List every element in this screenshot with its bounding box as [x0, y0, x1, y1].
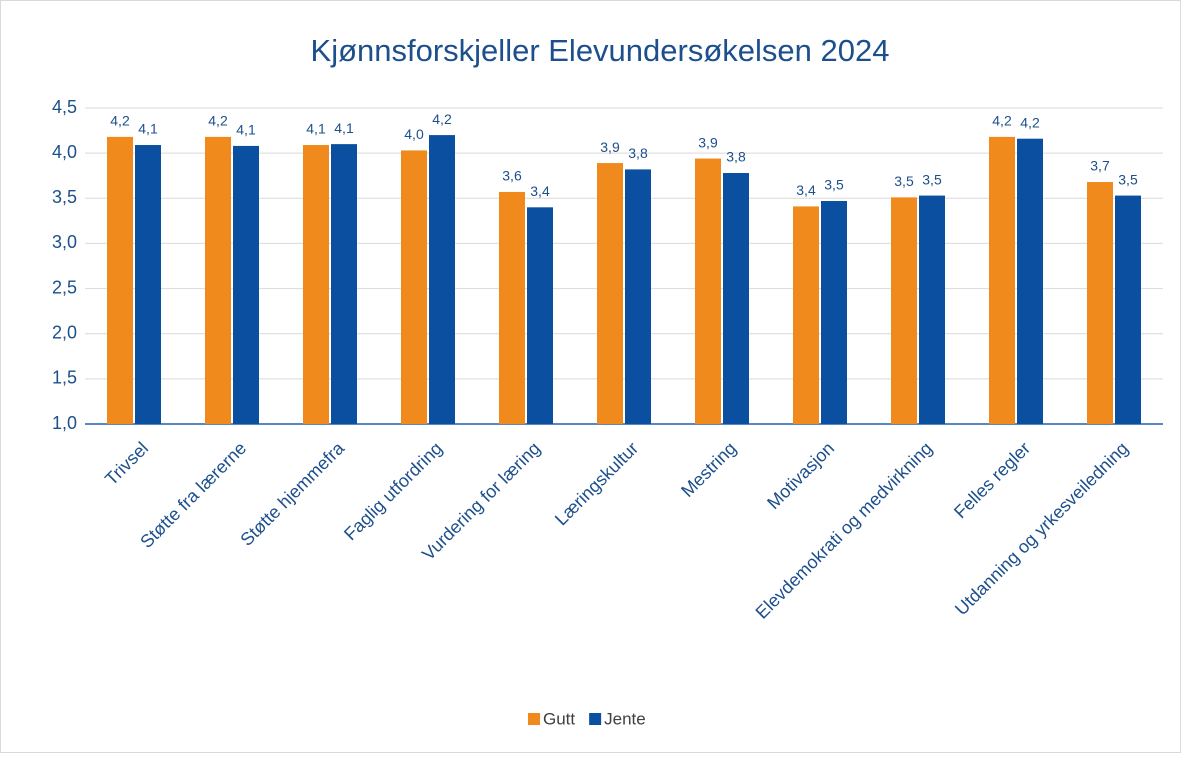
bar	[1087, 182, 1113, 424]
legend-swatch	[528, 713, 540, 725]
y-tick-label: 1,0	[52, 413, 77, 433]
value-label: 4,1	[236, 122, 256, 138]
y-tick-label: 2,0	[52, 322, 77, 342]
y-tick-label: 3,0	[52, 232, 77, 252]
y-tick-label: 1,5	[52, 368, 77, 388]
value-label: 3,9	[698, 134, 718, 150]
bar	[625, 169, 651, 424]
bar	[723, 173, 749, 424]
y-tick-label: 2,5	[52, 277, 77, 297]
bar	[1017, 138, 1043, 424]
value-label: 3,4	[530, 183, 550, 199]
bar	[891, 197, 917, 424]
bar	[499, 191, 525, 424]
bar	[401, 150, 427, 425]
bar	[793, 206, 819, 424]
value-label: 4,1	[306, 121, 326, 137]
y-tick-label: 4,0	[52, 142, 77, 162]
value-label: 3,5	[894, 173, 914, 189]
legend-swatch	[589, 713, 602, 725]
bar	[527, 207, 553, 424]
value-label: 4,2	[208, 113, 228, 129]
value-label: 3,8	[726, 149, 746, 165]
bar	[919, 195, 945, 424]
value-label: 3,5	[922, 171, 942, 187]
bar	[1115, 195, 1141, 424]
value-label: 3,9	[600, 139, 620, 155]
value-label: 4,2	[110, 113, 130, 129]
y-tick-label: 4,5	[52, 97, 77, 117]
value-label: 3,7	[1090, 158, 1110, 174]
value-label: 4,1	[138, 121, 158, 137]
value-label: 4,2	[1020, 114, 1040, 130]
value-label: 4,0	[404, 126, 424, 142]
legend-label: Gutt	[543, 709, 575, 728]
chart-title: Kjønnsforskjeller Elevundersøkelsen 2024	[311, 33, 890, 68]
bar	[695, 158, 721, 424]
bar	[597, 163, 623, 424]
bar	[233, 145, 259, 425]
bar	[135, 145, 161, 424]
value-label: 4,1	[334, 120, 354, 136]
value-label: 3,8	[628, 145, 648, 161]
value-label: 3,5	[824, 177, 844, 193]
value-label: 4,2	[992, 113, 1012, 129]
y-tick-label: 3,5	[52, 187, 77, 207]
bar	[429, 135, 455, 425]
bar	[107, 136, 133, 425]
bar	[331, 144, 357, 424]
value-label: 3,6	[502, 168, 522, 184]
bar	[989, 136, 1015, 425]
bar	[205, 136, 231, 425]
value-label: 4,2	[432, 111, 452, 127]
legend-label: Jente	[604, 709, 646, 728]
value-label: 3,4	[796, 182, 816, 198]
bar	[821, 200, 847, 424]
bar	[303, 145, 329, 424]
value-label: 3,5	[1118, 171, 1138, 187]
